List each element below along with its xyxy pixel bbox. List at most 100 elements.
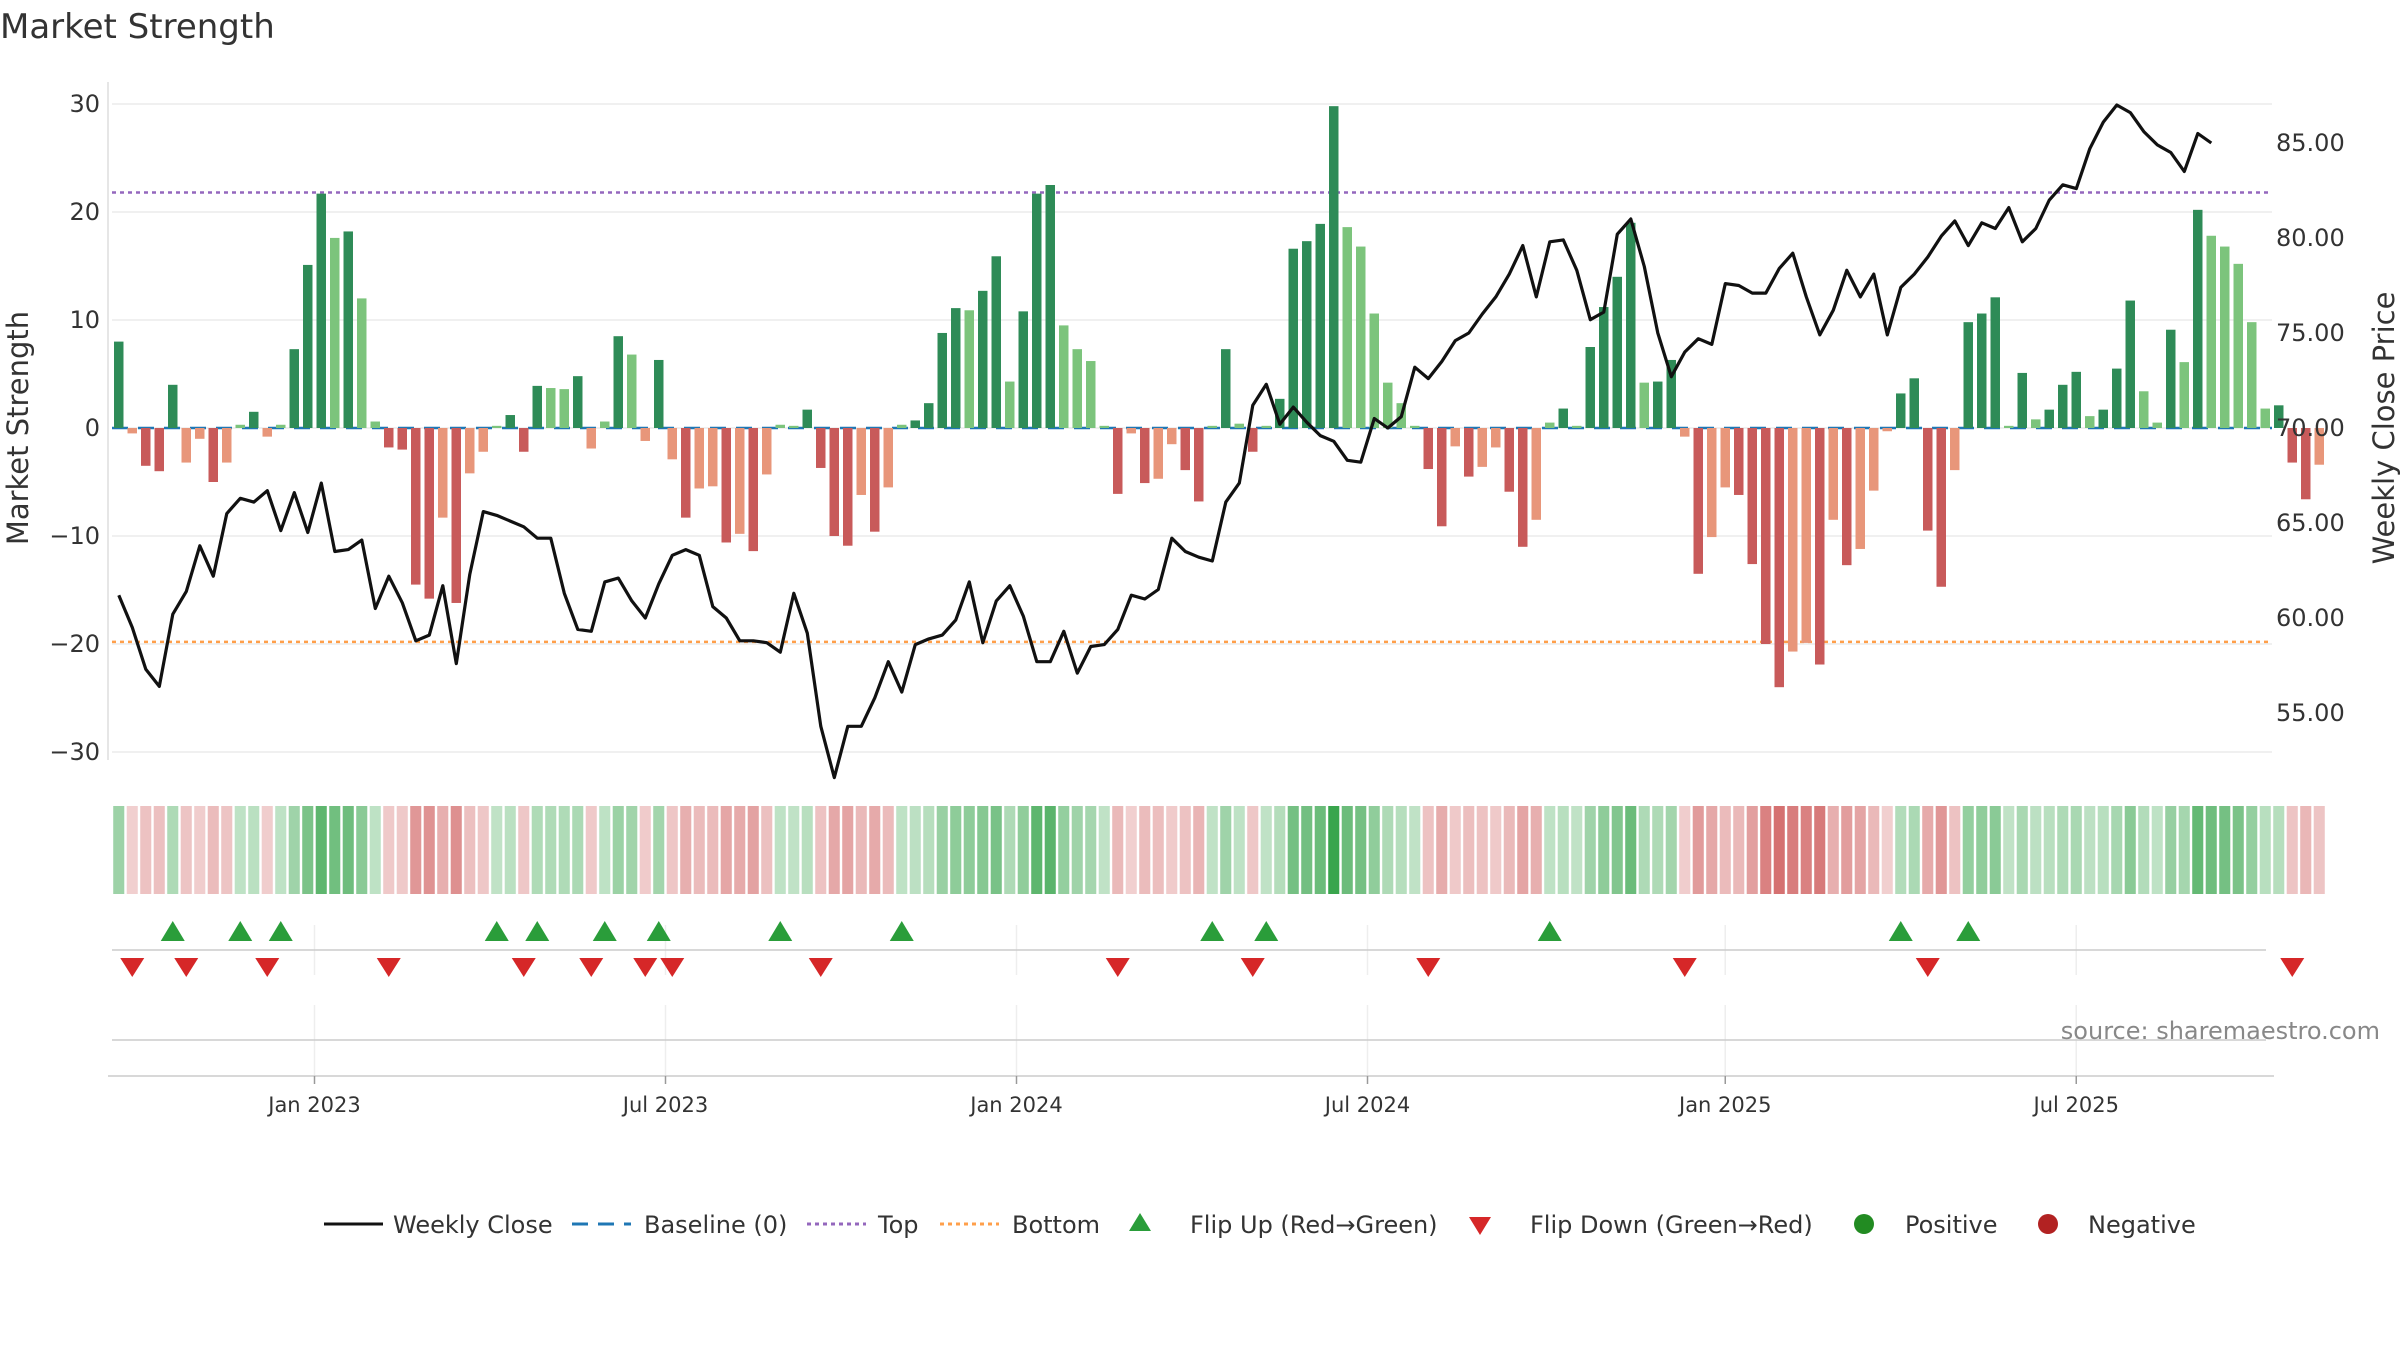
strength-bar: [2179, 362, 2189, 428]
heatmap-cell: [261, 806, 273, 894]
strength-bar: [1207, 425, 1217, 428]
heatmap-cell: [1382, 806, 1394, 894]
heatmap-cell: [369, 806, 381, 894]
strength-bar: [168, 384, 178, 428]
heatmap-cell: [977, 806, 989, 894]
heatmap-cell: [2232, 806, 2244, 894]
strength-bar: [789, 425, 799, 428]
heatmap-cell: [774, 806, 786, 894]
heatmap-cell: [1328, 806, 1340, 894]
heatmap-cell: [288, 806, 300, 894]
heatmap-cell: [1679, 806, 1691, 894]
strength-bar: [735, 428, 745, 534]
right-tick-label: 75.00: [2276, 319, 2345, 347]
strength-bar: [2004, 425, 2014, 428]
strength-bar: [721, 428, 731, 543]
strength-bar: [546, 388, 556, 428]
heatmap-cell: [1638, 806, 1650, 894]
heatmap-cell: [2097, 806, 2109, 894]
strength-bar: [1545, 422, 1555, 428]
heatmap-cell: [950, 806, 962, 894]
strength-bar: [1612, 276, 1622, 428]
strength-bar: [424, 428, 434, 599]
flip-down-marker: [808, 958, 833, 977]
strength-bar: [1383, 382, 1393, 428]
strength-bar: [1315, 223, 1325, 428]
heatmap-cell: [1773, 806, 1785, 894]
heatmap-cell: [1368, 806, 1380, 894]
strength-bar: [1342, 227, 1352, 428]
heatmap-cell: [2043, 806, 2055, 894]
heatmap-cell: [1193, 806, 1205, 894]
strength-bar: [559, 389, 569, 428]
strength-bar: [451, 428, 461, 603]
strength-bar: [384, 428, 394, 448]
flip-up-marker: [1254, 921, 1279, 941]
strength-bar: [438, 428, 448, 518]
heatmap-cell: [2084, 806, 2096, 894]
strength-bar: [978, 290, 988, 428]
legend-top: Top: [877, 1211, 919, 1239]
legend-flip-up-icon: [1129, 1213, 1151, 1231]
heatmap-cell: [504, 806, 516, 894]
strength-bar: [316, 193, 326, 428]
heatmap-cell: [1517, 806, 1529, 894]
heatmap-cell: [1841, 806, 1853, 894]
heatmap-cell: [1665, 806, 1677, 894]
strength-bar: [1774, 428, 1784, 688]
strength-bar: [1896, 393, 1906, 428]
heatmap-cell: [1085, 806, 1097, 894]
heatmap-cell: [1949, 806, 1961, 894]
heatmap-cell: [2165, 806, 2177, 894]
heatmap-cell: [1692, 806, 1704, 894]
heatmap-cell: [1706, 806, 1718, 894]
strength-heatmap-strip: [113, 806, 2325, 894]
strength-bar: [1666, 359, 1676, 428]
left-tick-label: −10: [49, 522, 100, 550]
strength-bar: [411, 428, 421, 585]
flip-up-marker: [768, 921, 793, 941]
heatmap-cell: [1895, 806, 1907, 894]
strength-bar: [2314, 428, 2324, 465]
flip-down-marker: [1240, 958, 1265, 977]
heatmap-cell: [1476, 806, 1488, 894]
heatmap-cell: [1274, 806, 1286, 894]
heatmap-cell: [1571, 806, 1583, 894]
heatmap-cell: [990, 806, 1002, 894]
heatmap-cell: [1557, 806, 1569, 894]
heatmap-cell: [1827, 806, 1839, 894]
strength-bar: [289, 349, 299, 428]
strength-bar: [2125, 300, 2135, 428]
heatmap-cell: [531, 806, 543, 894]
right-axis-label: Weekly Close Price: [2367, 292, 2400, 565]
strength-bar: [1707, 428, 1717, 538]
strength-bar: [870, 428, 880, 532]
flip-up-marker: [889, 921, 914, 941]
strength-bar: [843, 428, 853, 546]
right-tick-label: 85.00: [2276, 129, 2345, 157]
strength-bar: [1248, 428, 1258, 452]
weekly-close-line-group: [117, 103, 2213, 780]
strength-bar: [2098, 409, 2108, 428]
heatmap-cell: [356, 806, 368, 894]
heatmap-cell: [1017, 806, 1029, 894]
heatmap-cell: [1355, 806, 1367, 894]
x-tick-label: Jan 2023: [266, 1093, 361, 1117]
heatmap-cell: [2151, 806, 2163, 894]
strength-bar: [573, 376, 583, 428]
flip-down-marker: [2280, 958, 2305, 977]
strength-bar: [1275, 398, 1285, 428]
legend: Weekly Close Baseline (0) Top Bottom Fli…: [324, 1211, 2196, 1239]
strength-bar: [505, 415, 515, 428]
strength-bar: [1437, 428, 1447, 527]
strength-bar: [141, 428, 151, 466]
heatmap-cell: [666, 806, 678, 894]
heatmap-cell: [707, 806, 719, 894]
strength-bar: [1599, 307, 1609, 428]
heatmap-cell: [1233, 806, 1245, 894]
strength-bar: [775, 424, 785, 428]
heatmap-cell: [1152, 806, 1164, 894]
heatmap-cell: [558, 806, 570, 894]
flip-down-marker: [633, 958, 658, 977]
heatmap-cell: [450, 806, 462, 894]
